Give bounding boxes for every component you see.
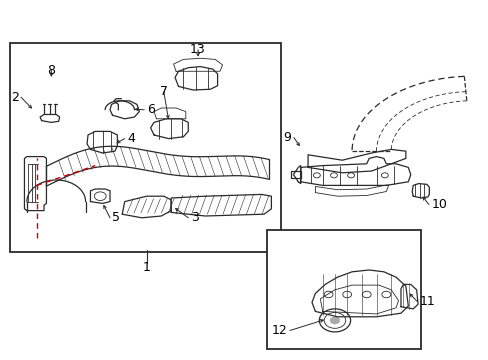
Text: 5: 5 — [112, 211, 120, 224]
Text: 4: 4 — [127, 132, 135, 145]
Text: 7: 7 — [160, 85, 167, 98]
Text: 6: 6 — [146, 103, 154, 116]
Text: 2: 2 — [11, 91, 19, 104]
Bar — [266, 230, 420, 349]
Text: 10: 10 — [430, 198, 446, 211]
Text: 12: 12 — [271, 324, 287, 337]
Text: 3: 3 — [190, 211, 198, 224]
Text: 8: 8 — [47, 64, 55, 77]
Text: 1: 1 — [142, 261, 150, 274]
Circle shape — [329, 317, 339, 324]
Text: 11: 11 — [419, 295, 434, 308]
Text: 9: 9 — [283, 131, 291, 144]
Text: 13: 13 — [190, 43, 205, 56]
Bar — [10, 43, 281, 252]
